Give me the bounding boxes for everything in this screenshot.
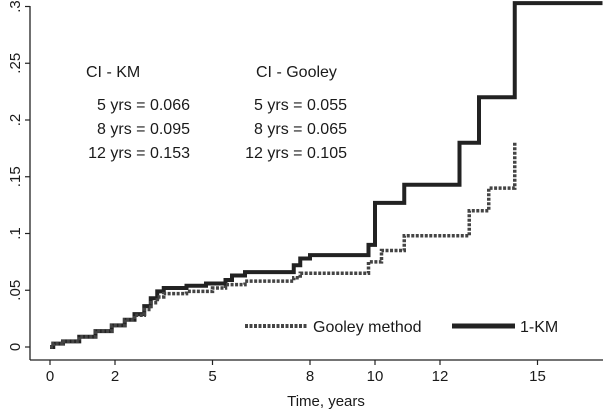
y-tick-label: .05	[7, 280, 24, 301]
x-tick-label: 2	[111, 368, 119, 385]
x-tick-label: 0	[46, 368, 54, 385]
km-annotation-title: CI - KM	[86, 64, 140, 81]
gooley-value-5yrs: 5 yrs = 0.055	[254, 97, 347, 114]
legend-label-km: 1-KM	[520, 319, 558, 336]
y-tick-label: .2	[7, 114, 24, 127]
series-line-gooley-method	[50, 142, 517, 349]
x-tick-label: 12	[432, 368, 449, 385]
y-tick-label: 0	[7, 343, 24, 351]
y-tick-label: .25	[7, 53, 24, 74]
x-tick-label: 15	[529, 368, 546, 385]
y-tick-label: .1	[7, 227, 24, 240]
km-value-12yrs: 12 yrs = 0.153	[88, 145, 190, 162]
y-tick-label: .15	[7, 166, 24, 187]
x-tick-label: 10	[367, 368, 384, 385]
legend: Gooley method 1-KM	[245, 319, 558, 336]
gooley-value-8yrs: 8 yrs = 0.065	[254, 121, 347, 138]
km-value-5yrs: 5 yrs = 0.066	[97, 97, 190, 114]
y-tick-label: .3	[7, 0, 24, 13]
y-axis-ticks: 0.05.1.15.2.25.3.35.4	[7, 0, 30, 351]
gooley-annotation-title: CI - Gooley	[256, 64, 337, 81]
gooley-value-12yrs: 12 yrs = 0.105	[245, 145, 347, 162]
series-layer	[50, 1, 603, 349]
x-axis-title: Time, years	[287, 393, 365, 410]
legend-label-gooley: Gooley method	[313, 319, 422, 336]
ci-annotation: CI - KM CI - Gooley 5 yrs = 0.066 8 yrs …	[86, 64, 347, 162]
km-value-8yrs: 8 yrs = 0.095	[97, 121, 190, 138]
x-axis-ticks: 0 2 5 8 10 12 15	[46, 360, 546, 385]
x-tick-label: 8	[306, 368, 314, 385]
x-tick-label: 5	[208, 368, 216, 385]
